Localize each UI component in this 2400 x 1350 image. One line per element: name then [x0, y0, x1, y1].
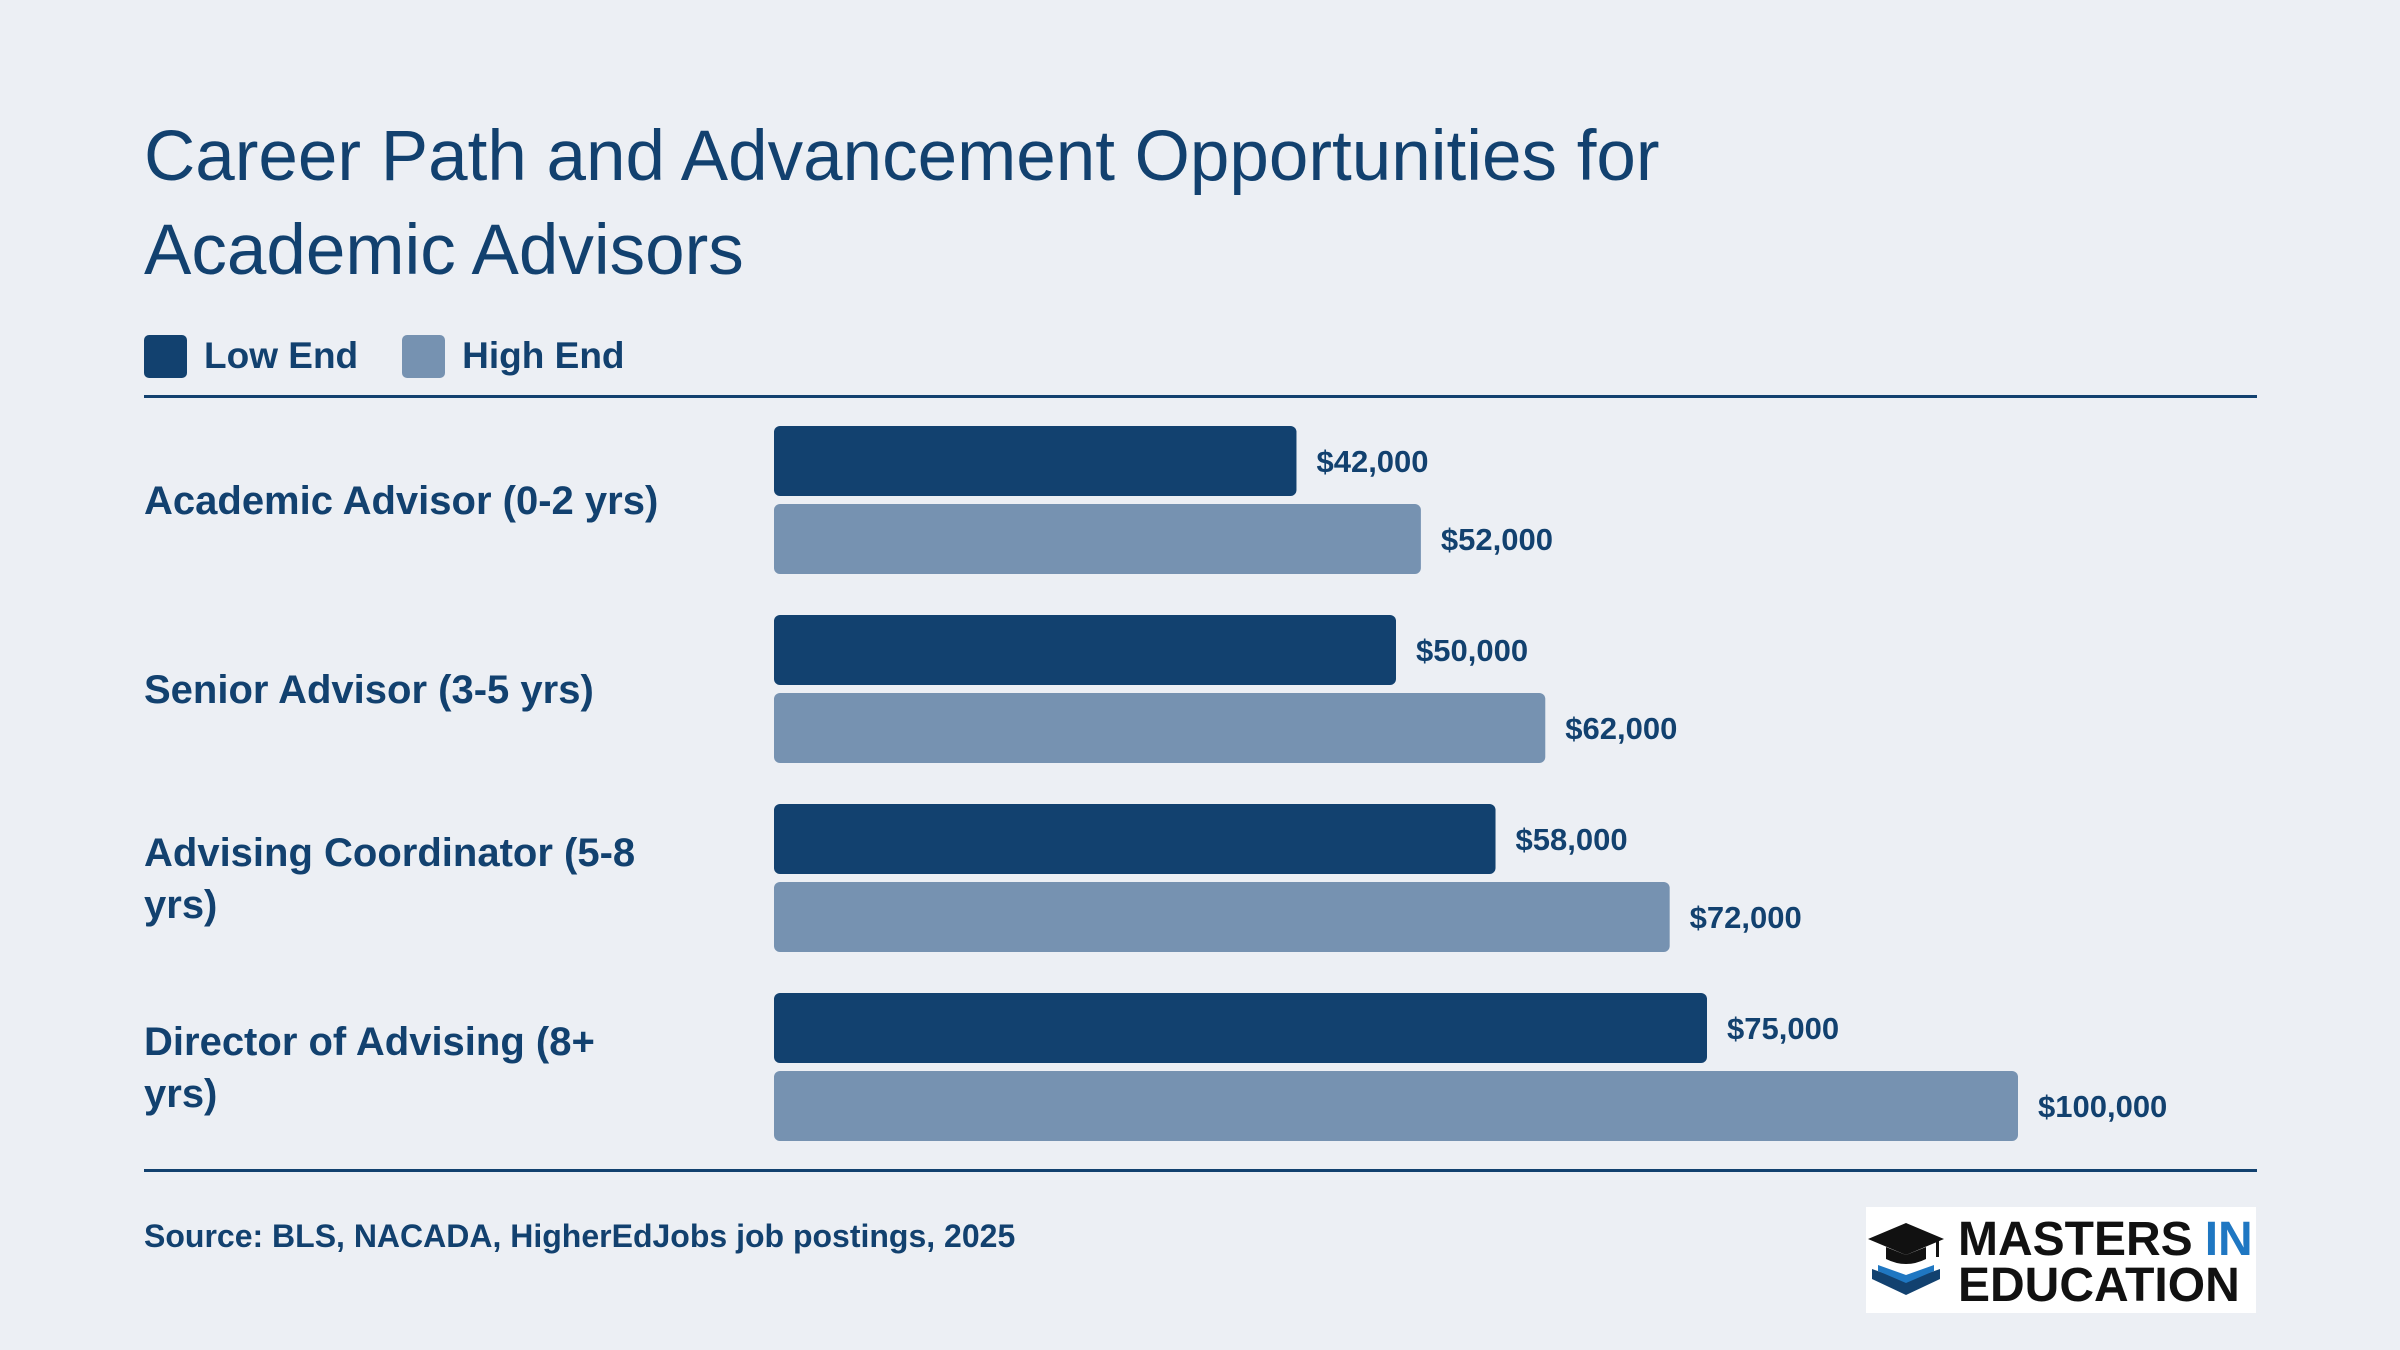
bar-low-end: [774, 804, 1496, 874]
data-label-high-end: $72,000: [1690, 900, 1802, 935]
logo-word-education: EDUCATION: [1958, 1259, 2240, 1312]
legend-item-low-end: Low End: [144, 334, 359, 378]
graduation-cap-book-icon: [1868, 1223, 1944, 1295]
bar-high-end: [774, 1071, 2018, 1141]
source-note: Source: BLS, NACADA, HigherEdJobs job po…: [144, 1218, 1016, 1254]
data-label-low-end: $50,000: [1416, 633, 1528, 668]
bar-low-end: [774, 426, 1297, 496]
logo-word-masters: MASTERS: [1958, 1213, 2193, 1266]
category-label: Senior Advisor (3-5 yrs): [144, 668, 594, 712]
data-label-high-end: $52,000: [1441, 522, 1553, 557]
legend-label-low-end: Low End: [204, 335, 359, 376]
category-label: Director of Advising (8+ yrs): [144, 1020, 595, 1116]
bar-high-end: [774, 693, 1546, 763]
logo-word-in: IN: [2205, 1213, 2253, 1266]
data-label-low-end: $42,000: [1316, 444, 1428, 479]
bar-low-end: [774, 615, 1396, 685]
legend: Low End High End: [144, 334, 669, 378]
bar-chart: Academic Advisor (0-2 yrs) $42,000 $52,000…: [144, 426, 2167, 1141]
bar-high-end: [774, 504, 1421, 574]
top-divider: [144, 395, 2257, 398]
category-label: Academic Advisor (0-2 yrs): [144, 479, 658, 523]
bar-high-end: [774, 882, 1670, 952]
category-label: Advising Coordinator (5-8 yrs): [144, 831, 635, 927]
bottom-divider: [144, 1169, 2257, 1172]
legend-label-high-end: High End: [462, 335, 625, 376]
data-label-low-end: $58,000: [1516, 822, 1628, 857]
data-label-high-end: $62,000: [1565, 711, 1677, 746]
data-label-low-end: $75,000: [1727, 1011, 1839, 1046]
chart-title: Career Path and Advancement Opportunitie…: [144, 117, 1660, 290]
bar-low-end: [774, 993, 1707, 1063]
masters-in-education-logo: MASTERS IN EDUCATION: [1866, 1207, 2256, 1313]
legend-swatch-low-end: [144, 334, 187, 378]
legend-item-high-end: High End: [402, 334, 625, 378]
legend-swatch-high-end: [402, 334, 446, 378]
data-label-high-end: $100,000: [2038, 1089, 2167, 1124]
